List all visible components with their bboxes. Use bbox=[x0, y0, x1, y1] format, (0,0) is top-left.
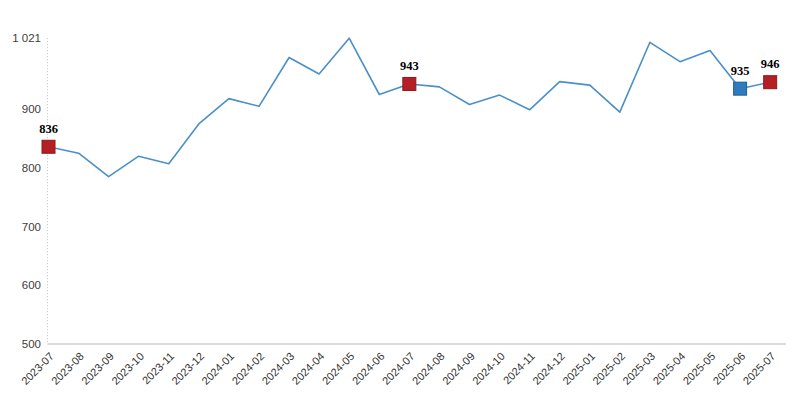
y-axis-tick-label: 600 bbox=[22, 279, 41, 291]
line-chart: 1 021 900 800 700 600 5002023-072023-082023-0… bbox=[0, 0, 797, 416]
x-axis-tick-label: 2024-06 bbox=[350, 350, 387, 387]
x-axis-tick-label: 2024-08 bbox=[410, 350, 447, 387]
chart-container: 1 021 900 800 700 600 5002023-072023-082023-0… bbox=[0, 0, 797, 416]
x-axis-tick-label: 2025-04 bbox=[650, 350, 687, 387]
x-axis-tick-label: 2025-05 bbox=[680, 350, 717, 387]
y-axis-tick-label: 1 021 bbox=[12, 32, 41, 44]
y-axis-tick-label: 700 bbox=[22, 221, 41, 233]
data-point-value-label: 935 bbox=[731, 64, 750, 78]
data-point-value-label: 836 bbox=[39, 122, 58, 136]
x-axis-tick-label: 2024-02 bbox=[229, 350, 266, 387]
x-axis-tick-label: 2023-12 bbox=[169, 350, 206, 387]
x-axis-tick-label: 2024-05 bbox=[320, 350, 357, 387]
data-point-value-label: 943 bbox=[400, 59, 419, 73]
x-axis-tick-label: 2023-07 bbox=[19, 350, 56, 387]
data-point-marker bbox=[42, 140, 55, 153]
x-axis-tick-label: 2025-02 bbox=[590, 350, 627, 387]
x-axis-tick-label: 2025-07 bbox=[741, 350, 778, 387]
data-point-value-label: 946 bbox=[761, 57, 780, 71]
x-axis-tick-label: 2023-10 bbox=[109, 350, 146, 387]
x-axis-tick-label: 2025-03 bbox=[620, 350, 657, 387]
x-axis-tick-label: 2024-01 bbox=[199, 350, 236, 387]
data-point-marker bbox=[764, 76, 777, 89]
x-axis-tick-label: 2024-09 bbox=[440, 350, 477, 387]
y-axis-tick-label: 500 bbox=[22, 338, 41, 350]
data-point-marker bbox=[734, 82, 747, 95]
data-point-marker bbox=[403, 77, 416, 90]
y-axis-tick-label: 800 bbox=[22, 162, 41, 174]
x-axis-tick-label: 2023-09 bbox=[79, 350, 116, 387]
y-axis-tick-label: 900 bbox=[22, 103, 41, 115]
x-axis-tick-label: 2024-07 bbox=[380, 350, 417, 387]
x-axis-tick-label: 2023-08 bbox=[49, 350, 86, 387]
x-axis-tick-label: 2024-12 bbox=[530, 350, 567, 387]
x-axis-tick-label: 2025-06 bbox=[710, 350, 747, 387]
x-axis-tick-label: 2024-04 bbox=[290, 350, 327, 387]
x-axis-tick-label: 2024-03 bbox=[259, 350, 296, 387]
x-axis-tick-label: 2025-01 bbox=[560, 350, 597, 387]
x-axis-tick-label: 2024-10 bbox=[470, 350, 507, 387]
